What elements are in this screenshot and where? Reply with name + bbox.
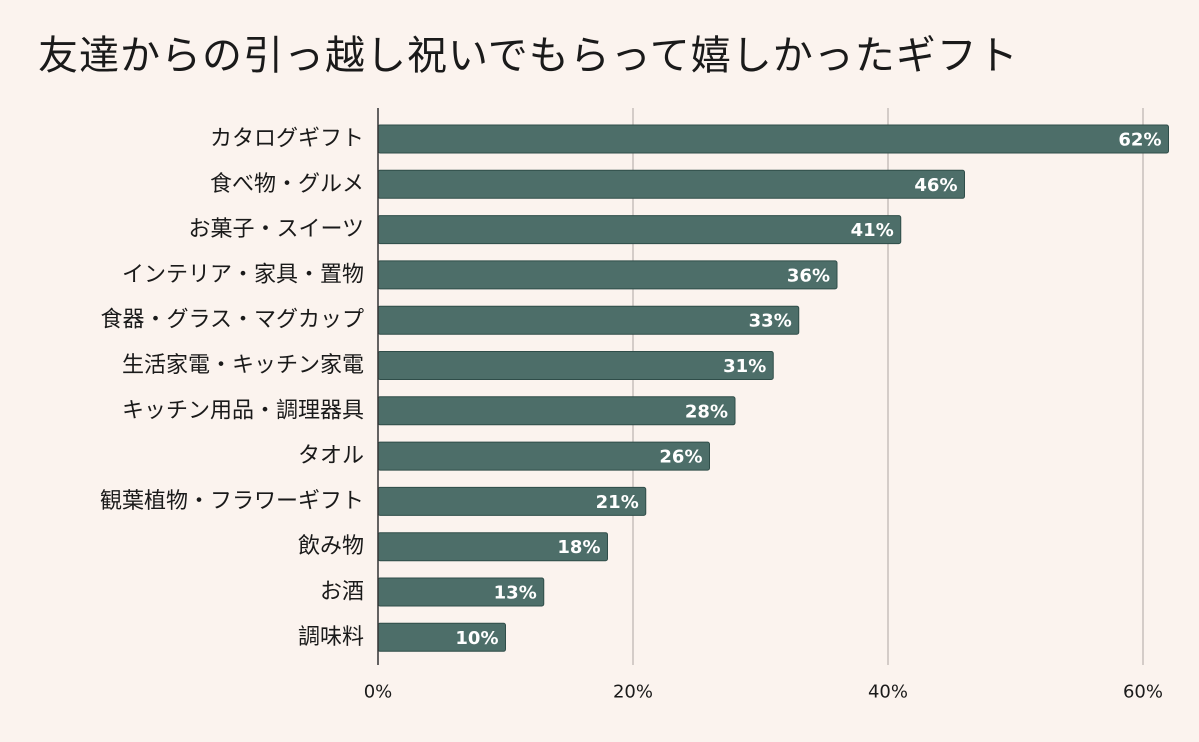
bar-2 — [377, 215, 902, 245]
bar-3 — [377, 260, 838, 290]
category-label: タオル — [298, 444, 364, 469]
value-label: 21% — [596, 492, 639, 513]
category-label: 食べ物・グルメ — [210, 172, 364, 197]
bar-4 — [377, 305, 800, 335]
value-label: 46% — [914, 175, 957, 196]
bar-1 — [377, 169, 965, 199]
value-label: 33% — [749, 311, 792, 332]
bar-5 — [377, 351, 774, 380]
x-tick-labels: 0% 20% 40% 60% — [364, 682, 1163, 703]
value-label: 26% — [659, 447, 702, 468]
category-label: お酒 — [320, 580, 364, 605]
value-label: 31% — [723, 356, 766, 377]
chart-title: 友達からの引っ越し祝いでもらって嬉しかったギフト — [38, 33, 1019, 79]
bars — [377, 124, 1169, 652]
x-tick-label: 60% — [1123, 682, 1163, 703]
category-label: お菓子・スイーツ — [188, 217, 364, 242]
gridlines — [632, 108, 1144, 665]
category-label: カタログギフト — [210, 127, 364, 152]
value-label: 28% — [685, 401, 728, 422]
category-labels: カタログギフト食べ物・グルメお菓子・スイーツインテリア・家具・置物食器・グラス・… — [100, 127, 364, 650]
value-label: 36% — [787, 265, 830, 286]
value-label: 13% — [494, 583, 537, 604]
category-label: 飲み物 — [298, 534, 364, 559]
category-label: キッチン用品・調理器具 — [122, 398, 364, 423]
category-label: 生活家電・キッチン家電 — [122, 353, 364, 378]
value-label: 62% — [1118, 130, 1161, 151]
category-label: 観葉植物・フラワーギフト — [100, 489, 364, 514]
x-tick-label: 40% — [868, 682, 908, 703]
category-label: 調味料 — [298, 625, 364, 650]
x-tick-label: 20% — [613, 682, 653, 703]
value-label: 41% — [851, 220, 894, 241]
value-labels: 62% 46% 41% 36% 33% 31% 28% 26% 21% 18% 13% 10% — [455, 130, 1161, 649]
value-label: 18% — [557, 537, 600, 558]
category-label: 食器・グラス・マグカップ — [100, 308, 364, 333]
bar-6 — [377, 396, 736, 426]
category-label: インテリア・家具・置物 — [122, 262, 364, 287]
bar-0 — [377, 124, 1169, 154]
x-tick-label: 0% — [364, 682, 393, 703]
value-label: 10% — [455, 628, 498, 649]
